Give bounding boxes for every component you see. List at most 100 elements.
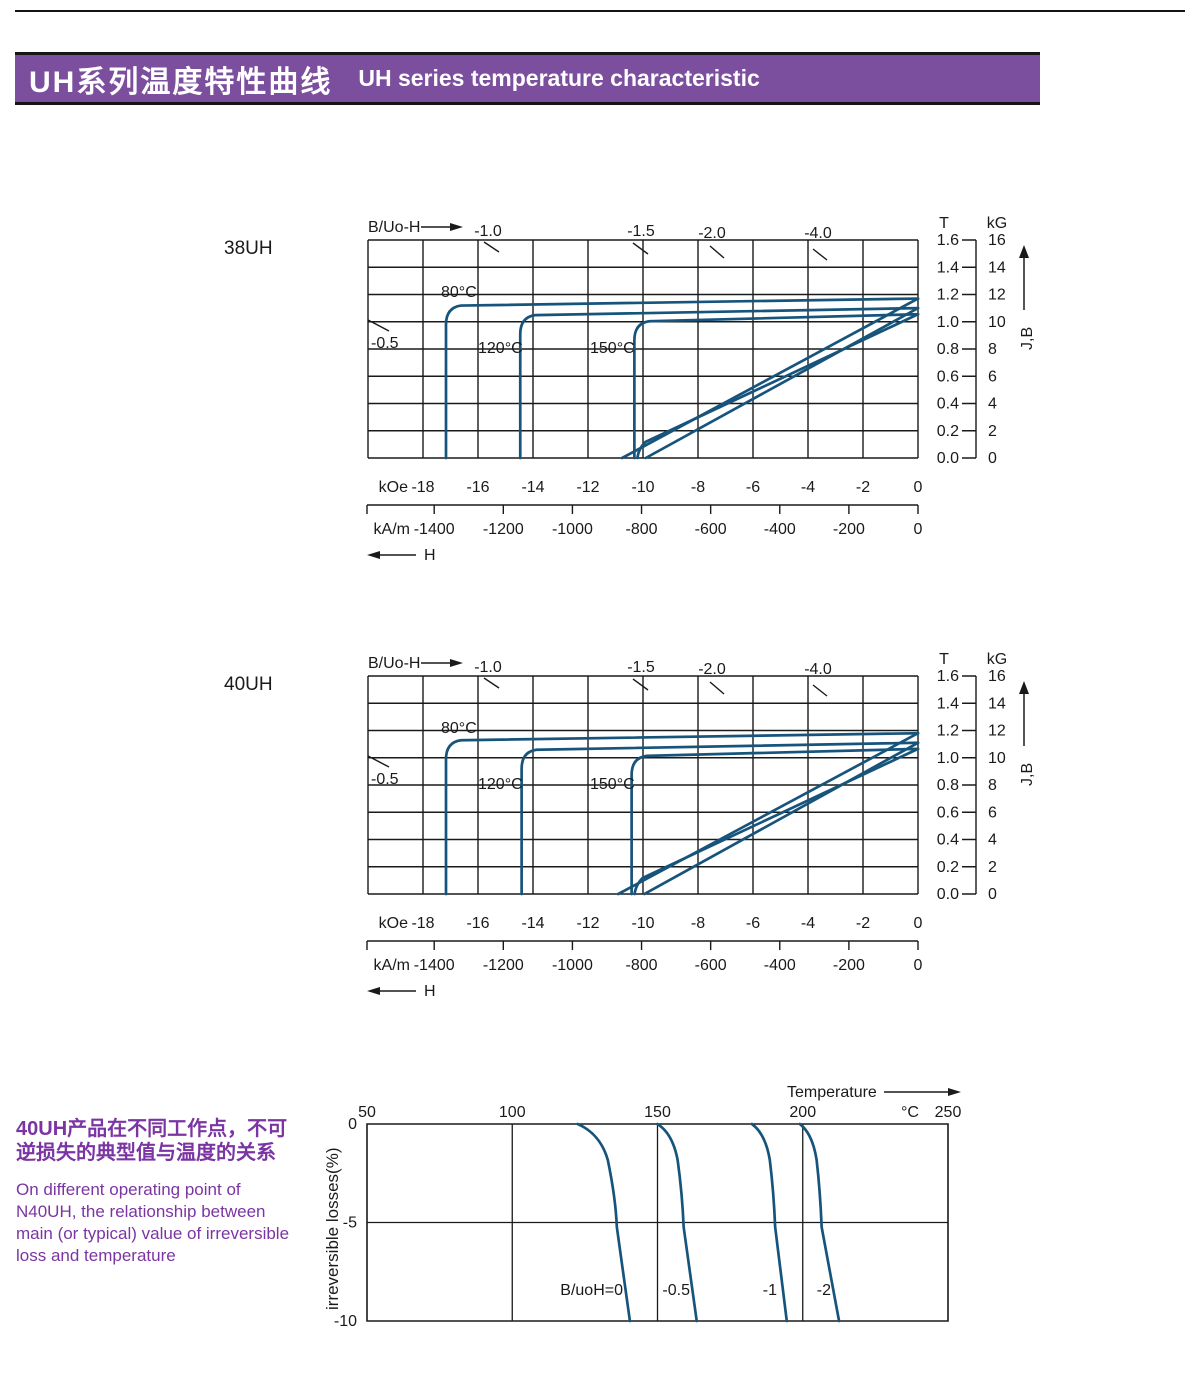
y-tick-tesla: 0.4 xyxy=(937,832,959,849)
x-tick-kam: 0 xyxy=(914,521,923,538)
x-tick-kam: -1200 xyxy=(483,957,524,974)
y-tick-kgauss: 4 xyxy=(988,832,997,849)
jb-axis-label: J,B xyxy=(1019,763,1036,786)
y-tick-tesla: 1.6 xyxy=(937,668,959,685)
demag-chart-38UH: B/Uo-H -1.0 -1.5 -2.0 -4.0 -0.5 80°C 120°C 150°C… xyxy=(366,215,1036,564)
x-tick-koe: -2 xyxy=(856,479,870,496)
x-tick-kam: -400 xyxy=(764,521,796,538)
curve-B-120°C xyxy=(644,306,920,460)
note-en-line-3: main (or typical) value of irreversible xyxy=(16,1224,290,1243)
x-tick-temperature: 50 xyxy=(358,1104,376,1121)
load-line-tick-left xyxy=(367,319,390,332)
y-tick-tesla: 0.4 xyxy=(937,396,959,413)
loss-curve-label: -0.5 xyxy=(662,1282,690,1299)
x-tick-temperature: 100 xyxy=(499,1104,526,1121)
y-unit-kgauss: kG xyxy=(987,651,1007,668)
plot-frame xyxy=(366,1123,949,1322)
y-tick-kgauss: 10 xyxy=(988,314,1006,331)
y-tick-kgauss: 8 xyxy=(988,341,997,358)
note-en-line-1: On different operating point of xyxy=(16,1180,241,1199)
load-line-label: -4.0 xyxy=(804,225,832,242)
x-tick-kam: -600 xyxy=(695,957,727,974)
load-line-label: -1.0 xyxy=(474,659,502,676)
x-tick-koe: -16 xyxy=(466,915,489,932)
grid xyxy=(367,1124,948,1321)
load-line-label-left: -0.5 xyxy=(371,335,399,352)
load-line-label: -4.0 xyxy=(804,661,832,678)
x-tick-koe: -4 xyxy=(801,915,815,932)
temperature-axis-label: Temperature xyxy=(787,1084,877,1101)
y-tick-tesla: 1.0 xyxy=(937,314,959,331)
y-tick-tesla: 1.2 xyxy=(937,287,959,304)
loss-curve-label: B/uoH=0 xyxy=(560,1282,623,1299)
x-tick-kam: -1400 xyxy=(414,957,455,974)
curve-J-80°C xyxy=(444,297,920,460)
y-tick-tesla: 1.4 xyxy=(937,259,959,276)
x-tick-koe: -10 xyxy=(631,915,654,932)
loss-curve-B/uoH=0 xyxy=(576,1122,632,1323)
x-tick-koe: -6 xyxy=(746,479,760,496)
loss-curve--0.5 xyxy=(656,1122,699,1323)
y-tick-kgauss: 10 xyxy=(988,750,1006,767)
y-tick-kgauss: 16 xyxy=(988,232,1006,249)
x-unit-koe: kOe xyxy=(379,915,408,932)
page-title-en: UH series temperature characteristic xyxy=(358,65,760,91)
curve-B-80°C xyxy=(620,297,920,460)
x-tick-koe: 0 xyxy=(914,915,923,932)
y-tick-kgauss: 2 xyxy=(988,423,997,440)
note-zh-line-2: 逆损失的典型值与温度的关系 xyxy=(16,1142,276,1164)
x-unit-celsius: °C xyxy=(901,1104,919,1121)
y-tick-kgauss: 12 xyxy=(988,723,1006,740)
x-tick-kam: -400 xyxy=(764,957,796,974)
curve-B-150°C xyxy=(636,312,920,460)
y-tick-tesla: 0.2 xyxy=(937,859,959,876)
x-tick-kam: 0 xyxy=(914,957,923,974)
temperature-label: 150°C xyxy=(590,776,635,793)
h-axis-label: H xyxy=(424,547,436,564)
x-tick-koe: -14 xyxy=(521,479,544,496)
page-top-rule xyxy=(15,10,1185,12)
x-tick-kam: -1200 xyxy=(483,521,524,538)
h-axis-label: H xyxy=(424,983,436,1000)
x-tick-koe: 0 xyxy=(914,479,923,496)
x-tick-koe: -2 xyxy=(856,915,870,932)
note-en-line-4: loss and temperature xyxy=(16,1246,176,1265)
y-tick-tesla: 0.8 xyxy=(937,341,959,358)
x-tick-temperature: 250 xyxy=(935,1104,962,1121)
temperature-label: 150°C xyxy=(590,340,635,357)
grid xyxy=(367,239,919,459)
y-unit-kgauss: kG xyxy=(987,215,1007,232)
y-tick-tesla: 1.4 xyxy=(937,695,959,712)
load-line-label: -2.0 xyxy=(698,661,726,678)
y-tick-kgauss: 2 xyxy=(988,859,997,876)
y-tick-tesla: 1.2 xyxy=(937,723,959,740)
x-tick-kam: -200 xyxy=(833,957,865,974)
arrow-left-icon xyxy=(367,551,380,559)
note-en-block: On different operating point of N40UH, t… xyxy=(16,1179,336,1267)
x-tick-koe: -8 xyxy=(691,479,705,496)
y-tick-kgauss: 0 xyxy=(988,450,997,467)
curve-J-150°C xyxy=(633,312,920,460)
loss-curve-label: -2 xyxy=(817,1282,831,1299)
y-tick-kgauss: 6 xyxy=(988,804,997,821)
y-tick-kgauss: 16 xyxy=(988,668,1006,685)
x-unit-kam: kA/m xyxy=(374,521,410,538)
arrow-right-icon xyxy=(450,223,463,231)
arrow-left-icon xyxy=(367,987,380,995)
y-tick-loss: 0 xyxy=(348,1116,357,1133)
loss-curve--1 xyxy=(750,1122,789,1323)
arrow-right-icon xyxy=(948,1088,961,1096)
chart-title-40uh: 40UH xyxy=(224,674,273,695)
load-line-tick xyxy=(632,242,649,255)
load-line-label: -1.0 xyxy=(474,223,502,240)
y-tick-tesla: 0.0 xyxy=(937,450,959,467)
y-tick-kgauss: 14 xyxy=(988,259,1006,276)
header-banner: UH系列温度特性曲线 UH series temperature charact… xyxy=(15,52,1040,105)
load-line-tick xyxy=(483,677,500,689)
load-line-label: -2.0 xyxy=(698,225,726,242)
grid xyxy=(367,675,919,895)
x-tick-koe: -12 xyxy=(576,915,599,932)
load-line-label: -1.5 xyxy=(627,659,655,676)
demag-chart-40UH: B/Uo-H -1.0 -1.5 -2.0 -4.0 -0.5 80°C 120°C 150°C… xyxy=(366,651,1036,1000)
load-line-tick xyxy=(709,245,725,259)
